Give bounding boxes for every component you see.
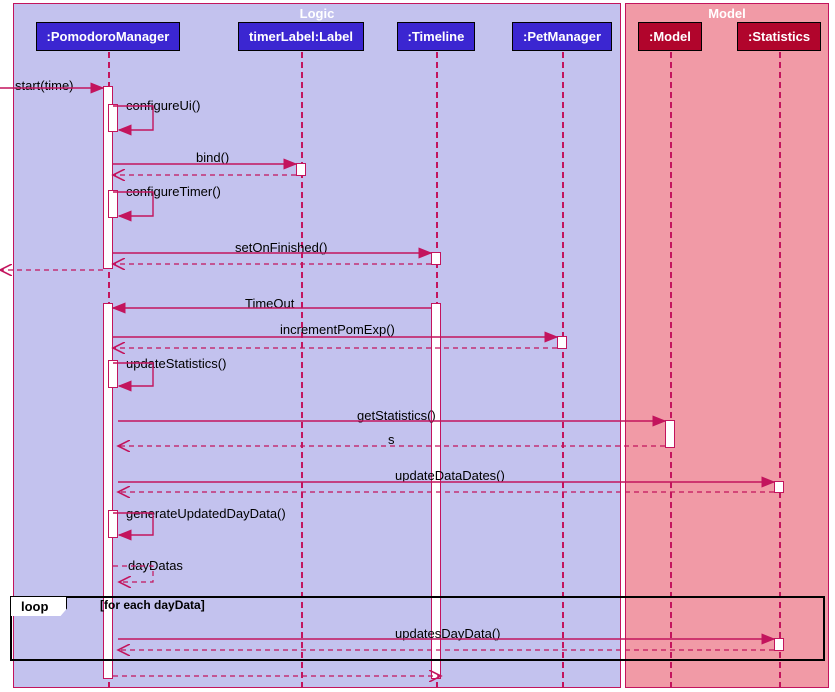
msg-label-2: bind() [196,150,229,165]
participant-timeline: :Timeline [397,22,476,51]
activation-10 [774,481,784,493]
msg-label-12: getStatistics() [357,408,436,423]
msg-label-14: updateDataDates() [395,468,505,483]
activation-1 [108,104,118,132]
msg-label-11: updateStatistics() [126,356,226,371]
model-box-title: Model [626,4,828,23]
loop-condition: [for each dayData] [100,598,205,612]
msg-label-18: updatesDayData() [395,626,501,641]
msg-label-0: start(time) [15,78,74,93]
activation-9 [665,420,675,448]
msg-label-16: generateUpdatedDayData() [126,506,286,521]
lifeline-timerLabel [301,52,303,688]
msg-label-17: dayDatas [128,558,183,573]
loop-label: loop [10,596,67,616]
lifeline-petManager [562,52,564,688]
msg-label-4: configureTimer() [126,184,221,199]
activation-3 [108,190,118,218]
lifeline-model [670,52,672,688]
participant-model: :Model [638,22,702,51]
activation-4 [431,252,441,265]
activation-2 [296,163,306,176]
model-box: Model [625,3,829,688]
activation-11 [108,510,118,538]
lifeline-statistics [779,52,781,688]
logic-box-title: Logic [14,4,620,23]
msg-label-1: configureUi() [126,98,200,113]
activation-7 [557,336,567,349]
msg-label-9: incrementPomExp() [280,322,395,337]
participant-statistics: :Statistics [737,22,821,51]
participant-timerLabel: timerLabel:Label [238,22,364,51]
activation-8 [108,360,118,388]
participant-petManager: :PetManager [512,22,612,51]
msg-label-13: s [388,432,395,447]
msg-label-8: TimeOut [245,296,294,311]
msg-label-5: setOnFinished() [235,240,327,255]
participant-pomodoro: :PomodoroManager [36,22,181,51]
